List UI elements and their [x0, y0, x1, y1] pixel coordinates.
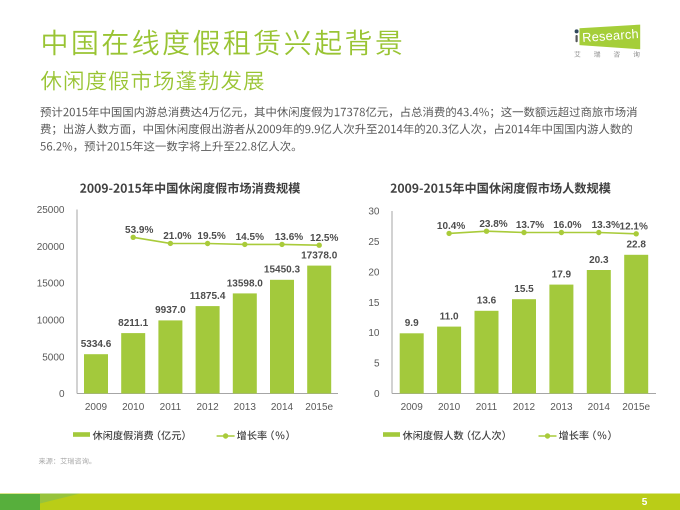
svg-text:12.1%: 12.1% — [620, 221, 648, 232]
svg-text:13.3%: 13.3% — [592, 220, 620, 231]
svg-text:11875.4: 11875.4 — [190, 291, 226, 302]
svg-text:23.8%: 23.8% — [479, 219, 507, 230]
svg-text:5334.6: 5334.6 — [81, 339, 112, 350]
svg-text:12.5%: 12.5% — [310, 233, 338, 244]
svg-text:2012: 2012 — [196, 402, 219, 413]
svg-text:21.0%: 21.0% — [163, 231, 191, 242]
svg-text:17.9: 17.9 — [552, 270, 572, 281]
svg-text:20000: 20000 — [37, 242, 65, 253]
svg-text:15: 15 — [368, 298, 380, 309]
svg-text:2011: 2011 — [476, 402, 498, 413]
svg-text:2012: 2012 — [513, 402, 536, 413]
svg-text:9937.0: 9937.0 — [155, 305, 186, 316]
svg-text:13.6%: 13.6% — [275, 232, 303, 243]
svg-text:2013: 2013 — [234, 402, 257, 413]
svg-text:Research: Research — [582, 26, 639, 45]
svg-text:25: 25 — [368, 237, 380, 248]
svg-text:16.0%: 16.0% — [553, 220, 581, 231]
svg-text:10000: 10000 — [37, 316, 65, 327]
svg-text:19.5%: 19.5% — [197, 231, 225, 242]
svg-text:53.9%: 53.9% — [125, 225, 153, 236]
svg-text:5: 5 — [642, 497, 648, 508]
svg-text:30: 30 — [368, 207, 380, 218]
svg-text:15450.3: 15450.3 — [264, 265, 301, 276]
svg-text:25000: 25000 — [37, 205, 65, 216]
svg-text:11.0: 11.0 — [440, 312, 459, 323]
svg-text:2014: 2014 — [271, 402, 294, 413]
svg-text:2009: 2009 — [401, 402, 424, 413]
svg-text:9.9: 9.9 — [405, 318, 419, 329]
svg-text:14.5%: 14.5% — [236, 232, 264, 243]
svg-text:2014: 2014 — [588, 402, 611, 413]
svg-text:0: 0 — [374, 389, 380, 400]
svg-text:20: 20 — [368, 267, 380, 278]
svg-text:17378.0: 17378.0 — [301, 251, 338, 262]
svg-text:13.7%: 13.7% — [516, 220, 544, 231]
svg-text:2010: 2010 — [122, 402, 145, 413]
svg-text:2013: 2013 — [550, 402, 573, 413]
svg-text:2015e: 2015e — [305, 402, 333, 413]
svg-text:8211.1: 8211.1 — [118, 318, 148, 329]
svg-text:13.6: 13.6 — [477, 296, 497, 307]
svg-text:5: 5 — [374, 359, 380, 370]
svg-text:10.4%: 10.4% — [437, 221, 465, 232]
svg-text:2015e: 2015e — [622, 402, 650, 413]
svg-text:2009: 2009 — [85, 402, 108, 413]
svg-text:5000: 5000 — [42, 352, 65, 363]
svg-text:0: 0 — [59, 389, 65, 400]
svg-text:15000: 15000 — [37, 279, 65, 290]
svg-text:2011: 2011 — [160, 402, 182, 413]
svg-text:15.5: 15.5 — [514, 284, 534, 295]
svg-text:13598.0: 13598.0 — [227, 278, 264, 289]
svg-text:2010: 2010 — [438, 402, 461, 413]
svg-text:10: 10 — [368, 328, 380, 339]
svg-text:22.8: 22.8 — [626, 240, 646, 251]
svg-text:20.3: 20.3 — [589, 255, 609, 266]
